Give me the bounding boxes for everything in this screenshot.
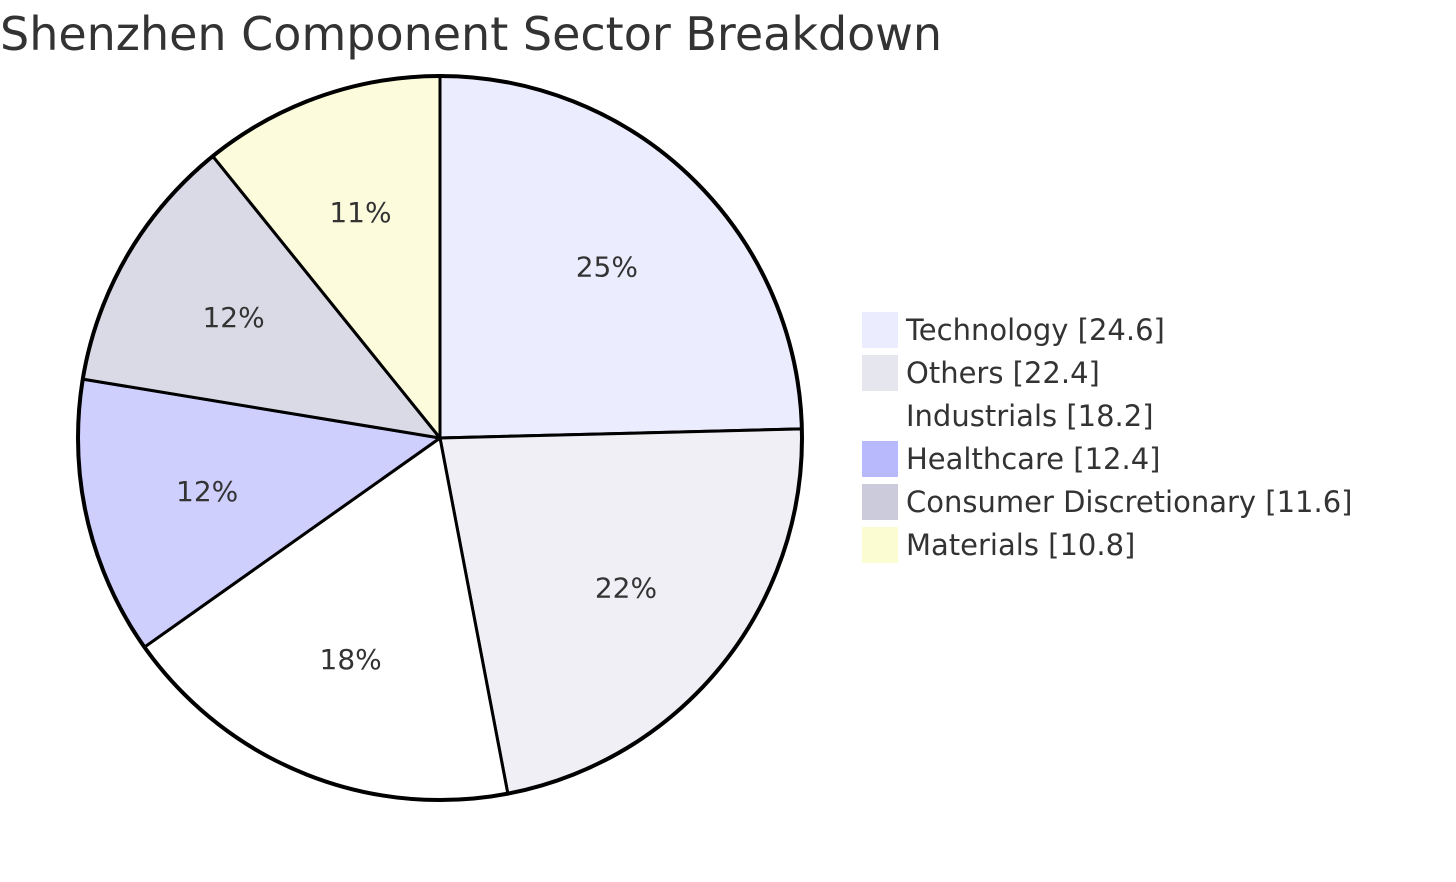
legend-label: Consumer Discretionary [11.6] bbox=[906, 484, 1353, 519]
legend-swatch-icon bbox=[862, 440, 898, 477]
legend-swatch-icon bbox=[862, 483, 898, 520]
legend-item: Healthcare [12.4] bbox=[862, 437, 1352, 480]
pie-outline bbox=[76, 74, 804, 802]
chart-title: Shenzhen Component Sector Breakdown bbox=[0, 7, 943, 61]
legend-item: Others [22.4] bbox=[862, 351, 1352, 394]
pie-slices bbox=[76, 74, 804, 802]
legend-swatch-icon bbox=[862, 526, 898, 563]
slice-label-healthcare: 12% bbox=[176, 475, 238, 508]
legend-label: Others [22.4] bbox=[906, 355, 1100, 390]
legend-label: Healthcare [12.4] bbox=[906, 441, 1161, 476]
pie-labels: 25% 22% 18% 12% 12% 11% bbox=[176, 196, 657, 676]
slice-label-industrials: 18% bbox=[320, 643, 382, 676]
legend-swatch-icon bbox=[862, 311, 898, 348]
legend-swatch-icon bbox=[862, 354, 898, 391]
legend-label: Materials [10.8] bbox=[906, 527, 1136, 562]
slice-label-consumer-discretionary: 12% bbox=[202, 301, 264, 334]
legend-label: Industrials [18.2] bbox=[906, 398, 1154, 433]
slice-label-others: 22% bbox=[595, 571, 657, 604]
legend-item: Technology [24.6] bbox=[862, 308, 1352, 351]
legend-item: Materials [10.8] bbox=[862, 523, 1352, 566]
legend: Technology [24.6] Others [22.4] Industri… bbox=[862, 308, 1352, 566]
legend-item: Consumer Discretionary [11.6] bbox=[862, 480, 1352, 523]
legend-swatch-icon bbox=[862, 397, 898, 434]
legend-label: Technology [24.6] bbox=[906, 312, 1165, 347]
slice-label-technology: 25% bbox=[576, 250, 638, 283]
slice-label-materials: 11% bbox=[329, 196, 391, 229]
legend-item: Industrials [18.2] bbox=[862, 394, 1352, 437]
